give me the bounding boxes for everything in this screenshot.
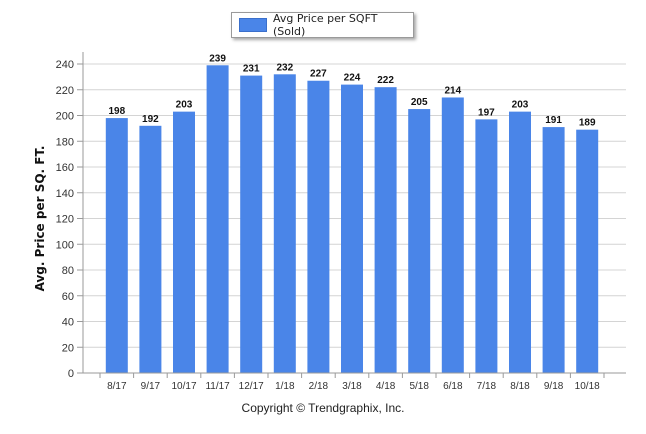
data-label: 214 [444, 85, 461, 96]
x-tick-label: 8/18 [510, 381, 530, 392]
bar [173, 111, 195, 373]
data-label: 191 [545, 115, 562, 126]
x-tick-label: 7/18 [477, 381, 497, 392]
bar [105, 118, 128, 373]
y-tick-label: 240 [56, 59, 74, 71]
y-tick-label: 20 [62, 342, 74, 354]
legend-swatch [239, 18, 267, 32]
x-tick-label: 9/17 [141, 381, 161, 392]
y-tick-label: 160 [56, 162, 74, 174]
legend-label: Avg Price per SQFT (Sold) [272, 12, 378, 38]
y-tick-label: 60 [62, 291, 74, 303]
data-label: 224 [344, 73, 361, 84]
y-tick-label: 80 [62, 265, 74, 277]
x-tick-label: 10/18 [575, 381, 600, 392]
x-tick-label: 4/18 [376, 381, 396, 392]
y-tick-label: 120 [56, 214, 74, 226]
x-tick-label: 2/18 [309, 381, 329, 392]
y-tick-label: 140 [56, 188, 74, 200]
bar [441, 97, 464, 373]
y-tick-label: 220 [56, 85, 74, 97]
copyright-text: Copyright © Trendgraphix, Inc. [241, 401, 405, 415]
x-tick-label: 6/18 [443, 381, 463, 392]
data-label: 197 [478, 107, 495, 118]
bar [206, 65, 229, 373]
bar [509, 111, 531, 373]
y-tick-label: 180 [56, 136, 74, 148]
y-tick-label: 0 [68, 368, 74, 380]
data-label: 203 [512, 100, 529, 111]
bar [273, 74, 296, 374]
data-label: 232 [276, 62, 293, 73]
bar [374, 87, 397, 374]
y-tick-label: 40 [62, 317, 74, 329]
data-label: 198 [108, 106, 125, 117]
x-tick-label: 8/17 [107, 381, 127, 392]
data-label: 222 [377, 75, 394, 86]
legend: Avg Price per SQFT (Sold) [231, 12, 414, 38]
bar [341, 84, 363, 373]
bar [240, 75, 263, 374]
x-tick-label: 1/18 [275, 381, 295, 392]
x-tick-label: 9/18 [544, 381, 564, 392]
bar [542, 127, 565, 374]
x-tick-label: 11/17 [205, 381, 230, 392]
y-axis-title: Avg. Price per SQ. FT. [33, 146, 47, 292]
y-tick-label: 100 [56, 239, 74, 251]
data-label: 239 [209, 53, 226, 64]
x-tick-label: 12/17 [239, 381, 264, 392]
data-label: 227 [310, 69, 327, 80]
bar [139, 125, 162, 373]
y-tick-label: 200 [56, 111, 74, 123]
data-label: 189 [579, 118, 596, 129]
bar [576, 129, 599, 373]
x-tick-label: 3/18 [342, 381, 362, 392]
data-label: 192 [142, 114, 159, 125]
x-tick-label: 5/18 [409, 381, 429, 392]
x-tick-label: 10/17 [171, 381, 196, 392]
bar [408, 109, 431, 373]
data-label: 231 [243, 64, 260, 75]
data-label: 203 [176, 100, 193, 111]
data-label: 205 [411, 97, 428, 108]
bar [475, 119, 498, 373]
bar [307, 80, 330, 374]
